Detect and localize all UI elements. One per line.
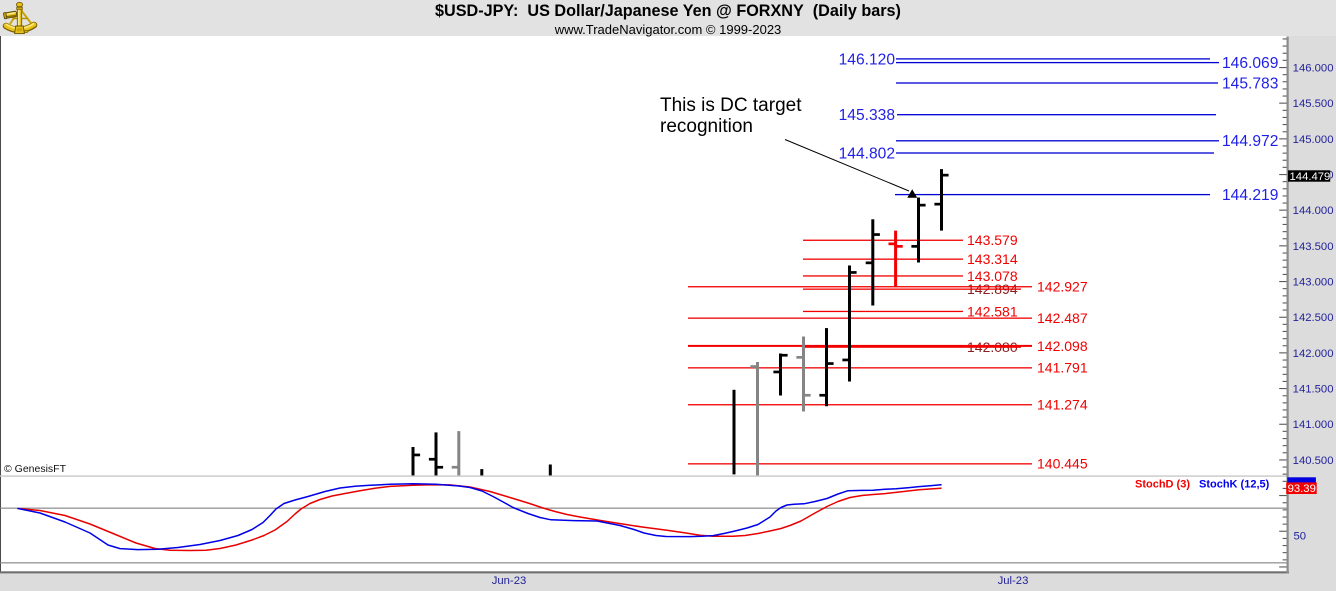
svg-text:142.098: 142.098: [1037, 338, 1088, 354]
svg-text:141.000: 141.000: [1293, 419, 1334, 431]
svg-text:50: 50: [1294, 531, 1307, 543]
svg-text:145.783: 145.783: [1222, 75, 1278, 92]
svg-text:140.445: 140.445: [1037, 456, 1088, 472]
svg-text:142.487: 142.487: [1037, 310, 1088, 326]
svg-text:141.274: 141.274: [1037, 397, 1088, 413]
svg-text:143.314: 143.314: [967, 251, 1018, 267]
svg-text:144.000: 144.000: [1293, 205, 1334, 217]
svg-text:142.500: 142.500: [1293, 312, 1334, 324]
svg-text:144.972: 144.972: [1222, 133, 1278, 150]
svg-text:143.000: 143.000: [1293, 277, 1334, 289]
svg-text:145.338: 145.338: [839, 107, 895, 124]
svg-text:93.39: 93.39: [1288, 483, 1316, 495]
svg-text:144.802: 144.802: [839, 145, 895, 162]
svg-text:StochK (12,5): StochK (12,5): [1199, 478, 1270, 490]
svg-text:145.500: 145.500: [1293, 98, 1334, 110]
svg-text:140.500: 140.500: [1293, 455, 1334, 467]
svg-text:143.078: 143.078: [967, 268, 1018, 284]
svg-text:146.000: 146.000: [1293, 63, 1334, 75]
svg-text:144.219: 144.219: [1222, 187, 1278, 204]
svg-text:142.581: 142.581: [967, 303, 1018, 319]
svg-text:143.500: 143.500: [1293, 241, 1334, 253]
svg-text:142.000: 142.000: [1293, 348, 1334, 360]
svg-text:141.500: 141.500: [1293, 384, 1334, 396]
svg-text:143.579: 143.579: [967, 232, 1018, 248]
svg-text:142.927: 142.927: [1037, 279, 1088, 295]
svg-text:StochD (3): StochD (3): [1135, 478, 1190, 490]
svg-text:144.479: 144.479: [1290, 171, 1331, 183]
svg-text:141.791: 141.791: [1037, 360, 1088, 376]
svg-text:145.000: 145.000: [1293, 134, 1334, 146]
svg-text:146.120: 146.120: [839, 51, 896, 68]
svg-text:146.069: 146.069: [1222, 55, 1278, 72]
